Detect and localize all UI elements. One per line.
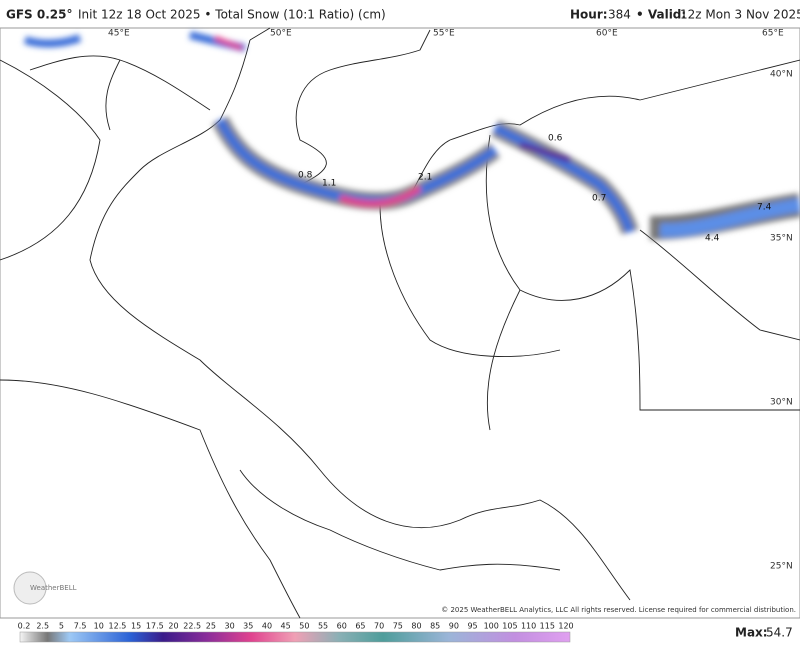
longitude-label: 45°E: [108, 29, 130, 39]
colorbar: 0.2 2.5 5 7.5 10 12.5 15 17.5 20 22.5 25 30 35 40 45 50…: [18, 622, 574, 643]
point-value: 0.6: [548, 134, 563, 144]
point-value: 7.4: [757, 203, 772, 213]
colorbar-tick-label: 0.2: [18, 622, 31, 631]
model-name: GFS 0.25°: [6, 8, 72, 22]
colorbar-tick-label: 10: [94, 622, 104, 631]
colorbar-tick-label: 70: [374, 622, 384, 631]
longitude-label: 60°E: [596, 29, 618, 39]
colorbar-tick-label: 80: [411, 622, 421, 631]
colorbar-tick-label: 45: [281, 622, 291, 631]
colorbar-tick-label: 20: [168, 622, 178, 631]
longitude-label: 55°E: [433, 29, 455, 39]
colorbar-scale: [19, 631, 571, 643]
map: 45°E 50°E 55°E 60°E 65°E 40°N 35°N 30°N …: [0, 27, 800, 619]
valid-value: 12z Mon 3 Nov 2025: [680, 8, 800, 22]
colorbar-tick-label: 100: [484, 622, 499, 631]
colorbar-tick-label: 55: [318, 622, 328, 631]
map-frame: [0, 27, 800, 619]
colorbar-tick-label: 12.5: [109, 622, 127, 631]
colorbar-tick-label: 15: [131, 622, 141, 631]
logo-mark: [13, 571, 47, 605]
colorbar-tick-label: 65: [355, 622, 365, 631]
run-info: Init 12z 18 Oct 2025 • Total Snow (10:1 …: [78, 8, 386, 22]
colorbar-tick-label: 5: [59, 622, 64, 631]
longitude-label: 65°E: [762, 29, 784, 39]
latitude-label: 30°N: [770, 398, 793, 408]
colorbar-tick-label: 25: [206, 622, 216, 631]
colorbar-tick-label: 120: [558, 622, 573, 631]
hour-label: Hour:: [570, 8, 608, 22]
colorbar-tick-label: 85: [430, 622, 440, 631]
point-value: 0.7: [592, 194, 606, 204]
snowfall-shading: [23, 31, 800, 240]
copyright: © 2025 WeatherBELL Analytics, LLC All ri…: [441, 606, 796, 614]
point-value: 0.8: [298, 171, 313, 181]
colorbar-tick-label: 115: [540, 622, 555, 631]
colorbar-tick-label: 22.5: [183, 622, 201, 631]
colorbar-tick-label: 110: [521, 622, 536, 631]
valid-label: • Valid:: [636, 8, 686, 22]
hour-value: 384: [608, 8, 631, 22]
point-value: 1.1: [322, 179, 336, 189]
colorbar-tick-label: 2.5: [36, 622, 49, 631]
colorbar-tick-label: 30: [224, 622, 234, 631]
latitude-label: 25°N: [770, 562, 793, 572]
latitude-label: 40°N: [770, 70, 793, 80]
colorbar-tick-label: 90: [449, 622, 459, 631]
colorbar-tick-label: 35: [243, 622, 253, 631]
longitude-label: 50°E: [270, 29, 292, 39]
colorbar-tick-label: 50: [299, 622, 309, 631]
max-value: 54.7: [766, 626, 793, 640]
colorbar-tick-label: 7.5: [74, 622, 87, 631]
latitude-label: 35°N: [770, 234, 793, 244]
colorbar-tick-label: 105: [502, 622, 517, 631]
point-value: 2.1: [418, 173, 432, 183]
colorbar-tick-label: 40: [262, 622, 272, 631]
point-value: 4.4: [705, 234, 720, 244]
colorbar-tick-label: 60: [337, 622, 347, 631]
max-label: Max:: [735, 626, 768, 640]
logo: WeatherBELL: [30, 584, 77, 592]
colorbar-tick-label: 75: [393, 622, 403, 631]
colorbar-tick-label: 17.5: [146, 622, 164, 631]
colorbar-tick-label: 95: [467, 622, 477, 631]
